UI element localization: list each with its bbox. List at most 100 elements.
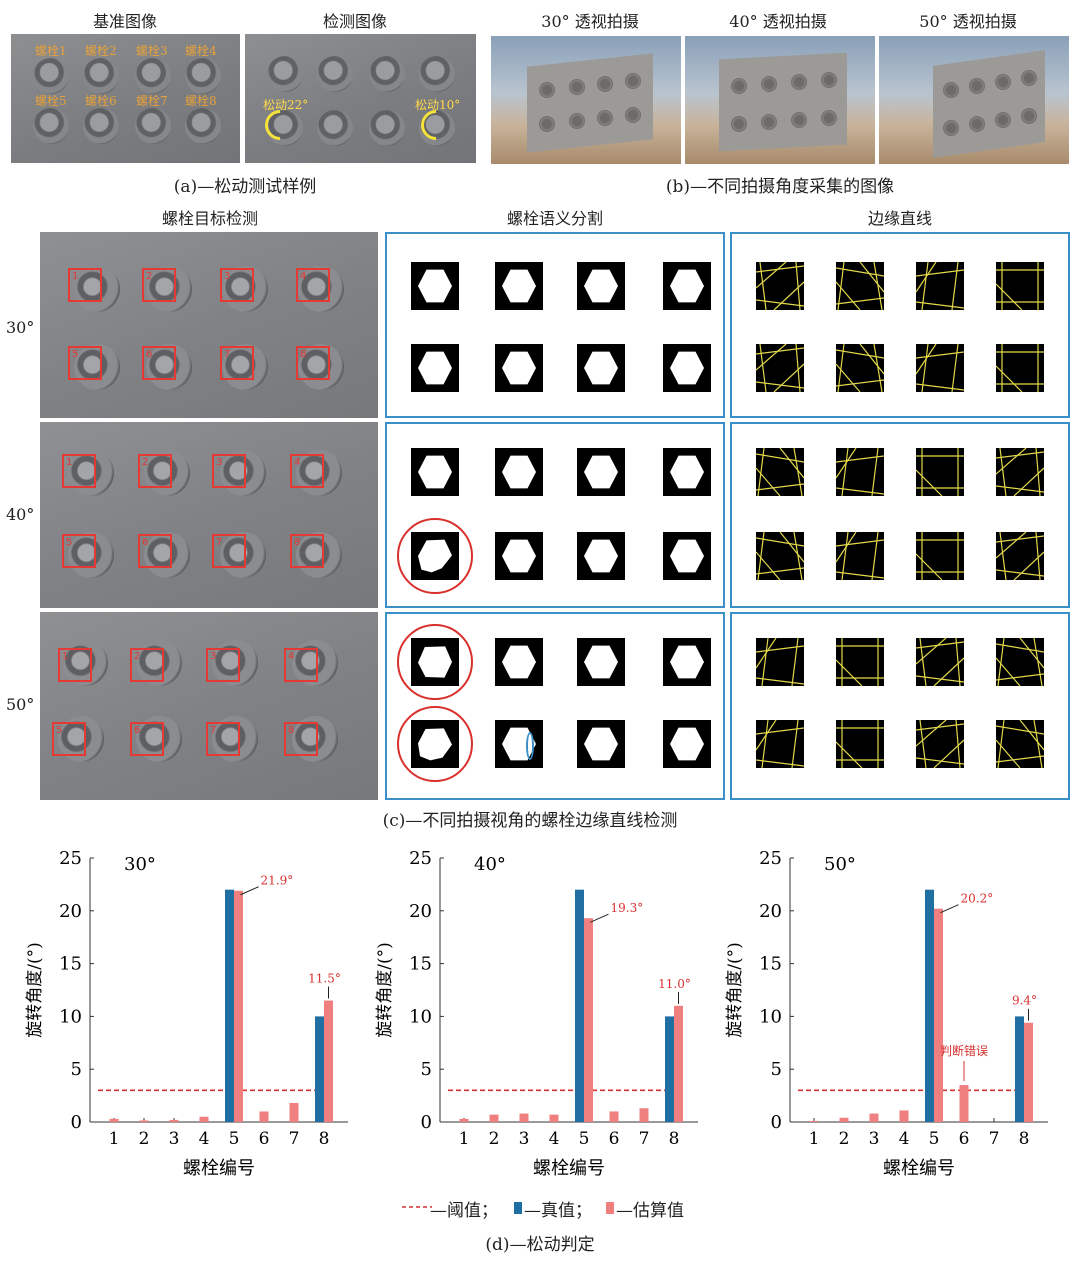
edge-square <box>756 532 804 580</box>
edge-line <box>756 467 781 496</box>
perspective-image-50 <box>879 36 1069 164</box>
chart-title: 40° <box>474 854 506 875</box>
edge-line <box>836 455 884 463</box>
bolt-2 <box>83 58 119 94</box>
true-value-bar <box>225 889 234 1122</box>
edge-square <box>996 720 1044 768</box>
edge-line <box>836 571 884 579</box>
detection-box: 4 <box>284 648 318 682</box>
edge-line <box>761 720 769 768</box>
edge-line <box>996 365 1023 392</box>
edge-line <box>859 344 884 375</box>
x-tick-label: 4 <box>199 1129 210 1149</box>
y-axis-label: 旋转角度/(°) <box>25 942 45 1038</box>
detection-box: 7 <box>220 346 254 380</box>
segmentation-panel-50 <box>385 612 725 800</box>
edge-line <box>756 344 787 371</box>
detection-image-50: 1 2 3 4 5 6 7 8 <box>40 612 378 800</box>
edge-line <box>836 532 857 563</box>
edge-square <box>916 262 964 310</box>
estimate-bar <box>459 1118 469 1122</box>
y-axis-label: 旋转角度/(°) <box>725 942 745 1038</box>
edge-line <box>756 567 804 575</box>
estimate-bar <box>259 1111 269 1122</box>
edge-square <box>836 532 884 580</box>
x-axis-label: 螺栓编号 <box>183 1158 255 1179</box>
x-tick-label: 7 <box>639 1129 650 1149</box>
x-tick-label: 4 <box>899 1129 910 1149</box>
x-tick-label: 2 <box>489 1129 500 1149</box>
edge-line <box>1013 467 1044 496</box>
y-tick-label: 10 <box>409 1006 432 1027</box>
edge-line <box>916 469 943 496</box>
col-title-edges: 边缘直线 <box>867 209 932 228</box>
edge-panel-50 <box>730 612 1070 800</box>
edge-square <box>756 638 804 686</box>
x-tick-label: 6 <box>609 1129 620 1149</box>
bolt-label-8: 螺栓8 <box>185 94 217 108</box>
y-tick-label: 5 <box>421 1059 432 1080</box>
edge-line <box>997 720 1005 768</box>
edge-line <box>859 262 884 293</box>
edge-line <box>795 344 801 392</box>
edge-line <box>791 720 799 768</box>
edge-line <box>836 363 861 392</box>
bolt-6 <box>83 108 119 144</box>
row-label-50: 50° <box>6 695 35 714</box>
legend-threshold-swatch <box>402 1206 432 1208</box>
caption-d: (d)—松动判定 <box>485 1235 595 1255</box>
edge-line <box>837 344 845 392</box>
edge-square <box>996 448 1044 496</box>
legend-true-swatch <box>514 1202 522 1214</box>
edge-line <box>916 757 964 765</box>
error-circle-icon <box>397 706 473 782</box>
edge-square <box>756 344 804 392</box>
row-label-40: 40° <box>6 505 35 524</box>
edge-line <box>1035 448 1041 496</box>
edge-line <box>836 741 863 768</box>
legend-estimate-swatch <box>606 1202 614 1214</box>
edge-line <box>916 301 964 309</box>
loose-label-left: 松动22° <box>263 98 309 112</box>
y-tick-label: 25 <box>59 848 82 869</box>
y-tick-label: 10 <box>759 1006 782 1027</box>
estimate-bar <box>489 1114 499 1122</box>
x-tick-label: 1 <box>109 1129 120 1149</box>
perspective-image-30 <box>491 36 681 164</box>
x-tick-label: 5 <box>929 1129 940 1149</box>
bolt-label-4: 螺栓4 <box>185 44 217 58</box>
bolt-7 <box>135 108 171 144</box>
edge-line <box>916 675 964 683</box>
edge-line <box>757 448 765 496</box>
x-tick-label: 7 <box>989 1129 1000 1149</box>
edge-square <box>836 344 884 392</box>
y-tick-label: 15 <box>409 954 432 975</box>
bolt-1 <box>33 58 69 94</box>
edge-line <box>996 755 1044 763</box>
perspective-image-40 <box>685 36 875 164</box>
bolt-label-3: 螺栓3 <box>136 44 168 58</box>
detection-box: 5 <box>68 346 102 380</box>
edge-square <box>836 638 884 686</box>
estimate-bar <box>199 1116 209 1122</box>
plate <box>719 52 847 152</box>
detection-box: 8 <box>296 346 330 380</box>
estimate-bar <box>289 1102 299 1122</box>
bolt-6 <box>317 110 353 146</box>
x-tick-label: 8 <box>669 1129 680 1149</box>
detection-box: 4 <box>296 268 330 302</box>
legend-threshold-label: —阈值； <box>430 1201 498 1221</box>
detection-box: 1 <box>58 648 92 682</box>
edge-line <box>873 262 883 310</box>
detection-box: 2 <box>130 648 164 682</box>
caption-b: (b)—不同拍摄角度采集的图像 <box>665 177 895 197</box>
estimate-bar <box>584 918 593 1122</box>
edge-line <box>996 448 1027 475</box>
edge-line <box>836 539 884 547</box>
x-axis-label: 螺栓编号 <box>533 1158 605 1179</box>
annotation-label: 19.3° <box>611 901 644 915</box>
x-tick-label: 4 <box>549 1129 560 1149</box>
detection-box: 3 <box>220 268 254 302</box>
edge-square <box>836 720 884 768</box>
edge-line <box>1019 720 1044 751</box>
